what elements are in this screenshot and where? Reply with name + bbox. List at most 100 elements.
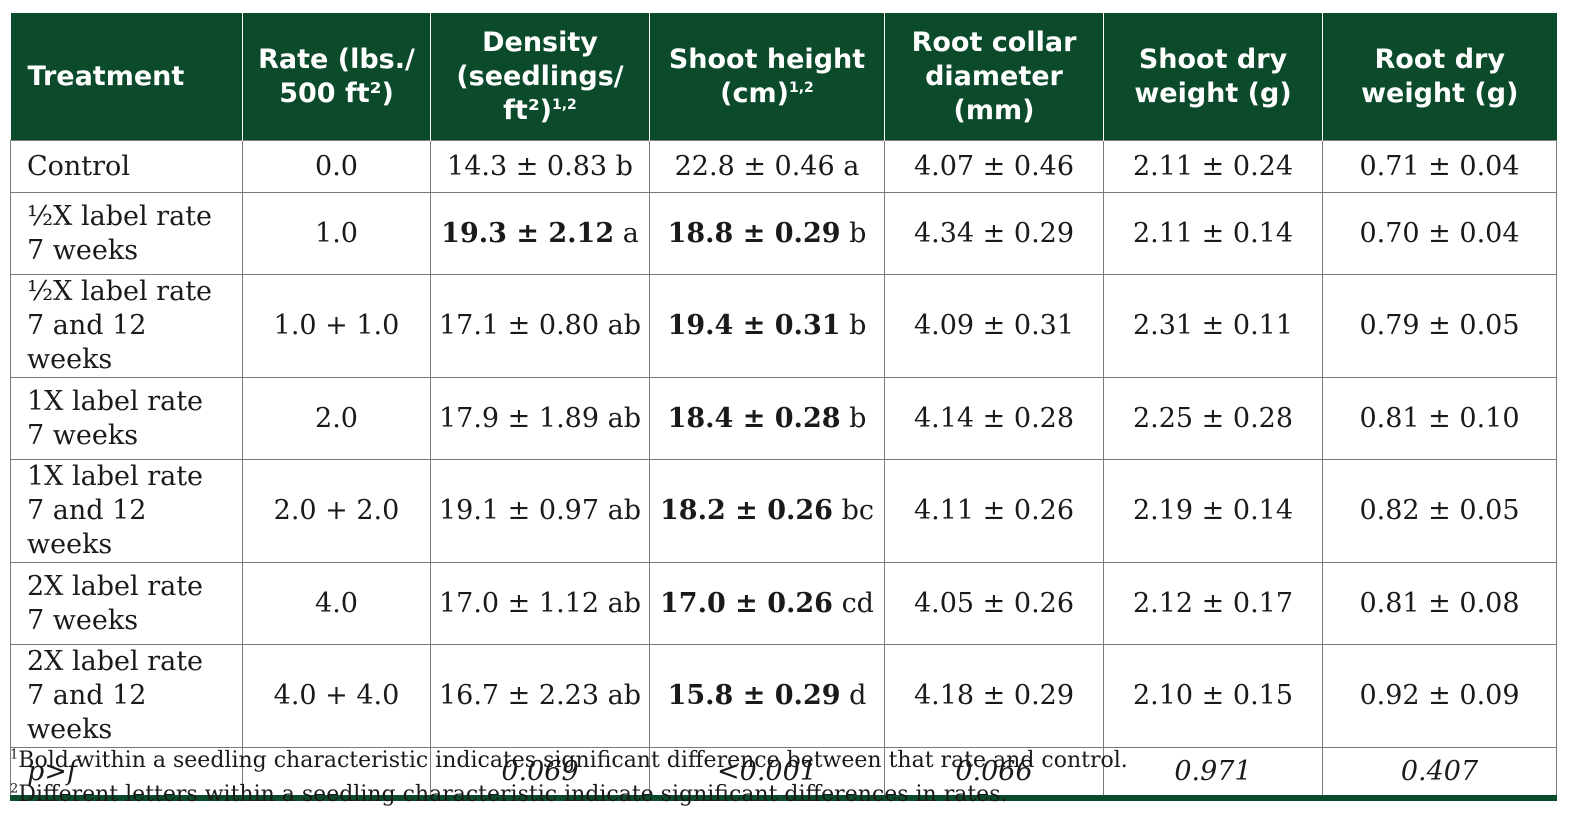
shoot-height-cell-letter: b: [849, 310, 867, 341]
root-collar-cell: 4.34 ± 0.29: [884, 192, 1104, 275]
rate-cell: 0.0: [242, 140, 431, 193]
root-collar-cell: 4.14 ± 0.28: [884, 377, 1104, 460]
density-cell: 14.3 ± 0.83 b: [430, 140, 650, 193]
header-rate: Rate (lbs./ 500 ft²): [242, 13, 431, 141]
table-row: ½X label rate 7 and 12 weeks 1.0 + 1.0 17.…: [10, 274, 1557, 378]
p-value-root-dry-weight: 0.407: [1322, 747, 1557, 801]
density-cell: 17.1 ± 0.80 ab: [430, 274, 650, 378]
shoot-height-cell-value: 18.8 ± 0.29: [667, 217, 841, 249]
treatment-cell: 1X label rate 7 weeks: [10, 377, 243, 460]
header-treatment: Treatment: [10, 13, 243, 141]
rate-cell: 1.0: [242, 192, 431, 275]
density-cell: 16.7 ± 2.23 ab: [430, 644, 650, 748]
treatment-cell: 2X label rate 7 weeks: [10, 562, 243, 645]
rate-cell: 2.0: [242, 377, 431, 460]
density-cell-letter: a: [622, 217, 639, 249]
p-value-rate: [242, 747, 431, 801]
shoot-height-cell-letter: cd: [841, 587, 874, 619]
table-row: 2X label rate 7 and 12 weeks 4.0 + 4.0 16.…: [10, 644, 1557, 748]
root-dry-weight-cell: 0.92 ± 0.09: [1322, 644, 1557, 748]
header-shoot-dry-weight: Shoot dry weight (g): [1103, 13, 1323, 141]
shoot-height-cell-value: 17.0 ± 0.26: [660, 587, 833, 619]
shoot-dry-weight-cell: 2.19 ± 0.14: [1103, 459, 1323, 563]
root-collar-cell: 4.05 ± 0.26: [884, 562, 1104, 645]
shoot-height-cell: 19.4 ± 0.31 b: [649, 274, 885, 378]
p-value-shoot-height: <0.001: [649, 747, 885, 801]
shoot-dry-weight-cell: 2.11 ± 0.24: [1103, 140, 1323, 193]
density-cell-value: 17.9 ± 1.89: [438, 402, 600, 434]
table-row: ½X label rate 7 weeks 1.0 19.3 ± 2.12 a 18.…: [10, 192, 1557, 275]
shoot-height-cell-value: 18.2 ± 0.26: [660, 495, 833, 526]
header-shoot-height: Shoot height (cm)1,2: [649, 13, 885, 141]
table-row: 2X label rate 7 weeks 4.0 17.0 ± 1.12 ab 17…: [10, 562, 1557, 645]
seedling-results-table: Treatment Rate (lbs./ 500 ft²) Density (…: [10, 13, 1557, 801]
density-cell-value: 14.3 ± 0.83: [447, 150, 608, 182]
p-value-label: p>f: [10, 747, 243, 801]
density-cell-value: 16.7 ± 2.23: [438, 680, 600, 711]
root-dry-weight-cell: 0.70 ± 0.04: [1322, 192, 1557, 275]
density-cell-value: 19.3 ± 2.12: [441, 217, 615, 249]
root-dry-weight-cell: 0.81 ± 0.08: [1322, 562, 1557, 645]
shoot-height-cell: 18.2 ± 0.26 bc: [649, 459, 885, 563]
density-cell: 19.1 ± 0.97 ab: [430, 459, 650, 563]
density-cell-value: 17.0 ± 1.12: [438, 587, 600, 619]
shoot-dry-weight-cell: 2.11 ± 0.14: [1103, 192, 1323, 275]
shoot-height-cell-value: 22.8 ± 0.46: [674, 150, 835, 182]
treatment-cell: Control: [10, 140, 243, 193]
density-cell: 17.0 ± 1.12 ab: [430, 562, 650, 645]
shoot-height-cell: 15.8 ± 0.29 d: [649, 644, 885, 748]
shoot-dry-weight-cell: 2.31 ± 0.11: [1103, 274, 1323, 378]
footnote-1: 1Bold within a seedling characteristic i…: [10, 747, 1128, 773]
root-collar-cell: 4.11 ± 0.26: [884, 459, 1104, 563]
shoot-height-cell: 22.8 ± 0.46 a: [649, 140, 885, 193]
p-value-root-collar: 0.066: [884, 747, 1104, 801]
table-row: Control 0.0 14.3 ± 0.83 b 22.8 ± 0.46 a 4.07…: [10, 140, 1557, 193]
shoot-dry-weight-cell: 2.10 ± 0.15: [1103, 644, 1323, 748]
shoot-height-cell: 17.0 ± 0.26 cd: [649, 562, 885, 645]
p-value-shoot-dry-weight: 0.971: [1103, 747, 1323, 801]
root-collar-cell: 4.18 ± 0.29: [884, 644, 1104, 748]
density-cell: 19.3 ± 2.12 a: [430, 192, 650, 275]
rate-cell: 4.0 + 4.0: [242, 644, 431, 748]
shoot-height-cell-value: 18.4 ± 0.28: [667, 402, 841, 434]
root-dry-weight-cell: 0.79 ± 0.05: [1322, 274, 1557, 378]
shoot-height-cell-value: 19.4 ± 0.31: [667, 310, 841, 341]
shoot-height-cell: 18.8 ± 0.29 b: [649, 192, 885, 275]
table-row: 1X label rate 7 weeks 2.0 17.9 ± 1.89 ab 18…: [10, 377, 1557, 460]
header-density: Density (seedlings/ ft²)1,2: [430, 13, 650, 141]
density-cell-letter: ab: [607, 402, 641, 434]
shoot-height-cell-value: 15.8 ± 0.29: [667, 680, 841, 711]
shoot-height-cell-letter: a: [843, 150, 860, 182]
p-value-row: p>f 0.069 <0.001 0.066 0.971 0.407: [10, 747, 1557, 801]
root-dry-weight-cell: 0.81 ± 0.10: [1322, 377, 1557, 460]
shoot-height-cell-letter: bc: [841, 495, 874, 526]
table-body: Control 0.0 14.3 ± 0.83 b 22.8 ± 0.46 a 4.07…: [10, 140, 1557, 801]
shoot-height-cell-letter: b: [849, 217, 867, 249]
density-cell-value: 17.1 ± 0.80: [438, 310, 600, 341]
results-table-container: Treatment Rate (lbs./ 500 ft²) Density (…: [10, 13, 1557, 801]
root-dry-weight-cell: 0.82 ± 0.05: [1322, 459, 1557, 563]
density-cell: 17.9 ± 1.89 ab: [430, 377, 650, 460]
density-cell-letter: ab: [607, 680, 641, 711]
treatment-cell: ½X label rate 7 weeks: [10, 192, 243, 275]
shoot-dry-weight-cell: 2.12 ± 0.17: [1103, 562, 1323, 645]
footnote-2: 2Different letters within a seedling cha…: [10, 781, 1008, 807]
density-cell-letter: ab: [607, 310, 641, 341]
root-collar-cell: 4.07 ± 0.46: [884, 140, 1104, 193]
root-collar-cell: 4.09 ± 0.31: [884, 274, 1104, 378]
root-dry-weight-cell: 0.71 ± 0.04: [1322, 140, 1557, 193]
rate-cell: 1.0 + 1.0: [242, 274, 431, 378]
header-root-collar: Root collar diameter (mm): [884, 13, 1104, 141]
density-cell-letter: ab: [607, 495, 641, 526]
rate-cell: 2.0 + 2.0: [242, 459, 431, 563]
rate-cell: 4.0: [242, 562, 431, 645]
treatment-cell: 1X label rate 7 and 12 weeks: [10, 459, 243, 563]
shoot-height-cell-letter: d: [849, 680, 867, 711]
treatment-cell: 2X label rate 7 and 12 weeks: [10, 644, 243, 748]
treatment-cell: ½X label rate 7 and 12 weeks: [10, 274, 243, 378]
footnotes: 1Bold within a seedling characteristic i…: [10, 744, 1128, 812]
shoot-dry-weight-cell: 2.25 ± 0.28: [1103, 377, 1323, 460]
density-cell-value: 19.1 ± 0.97: [438, 495, 600, 526]
density-cell-letter: ab: [607, 587, 641, 619]
p-value-density: 0.069: [430, 747, 650, 801]
